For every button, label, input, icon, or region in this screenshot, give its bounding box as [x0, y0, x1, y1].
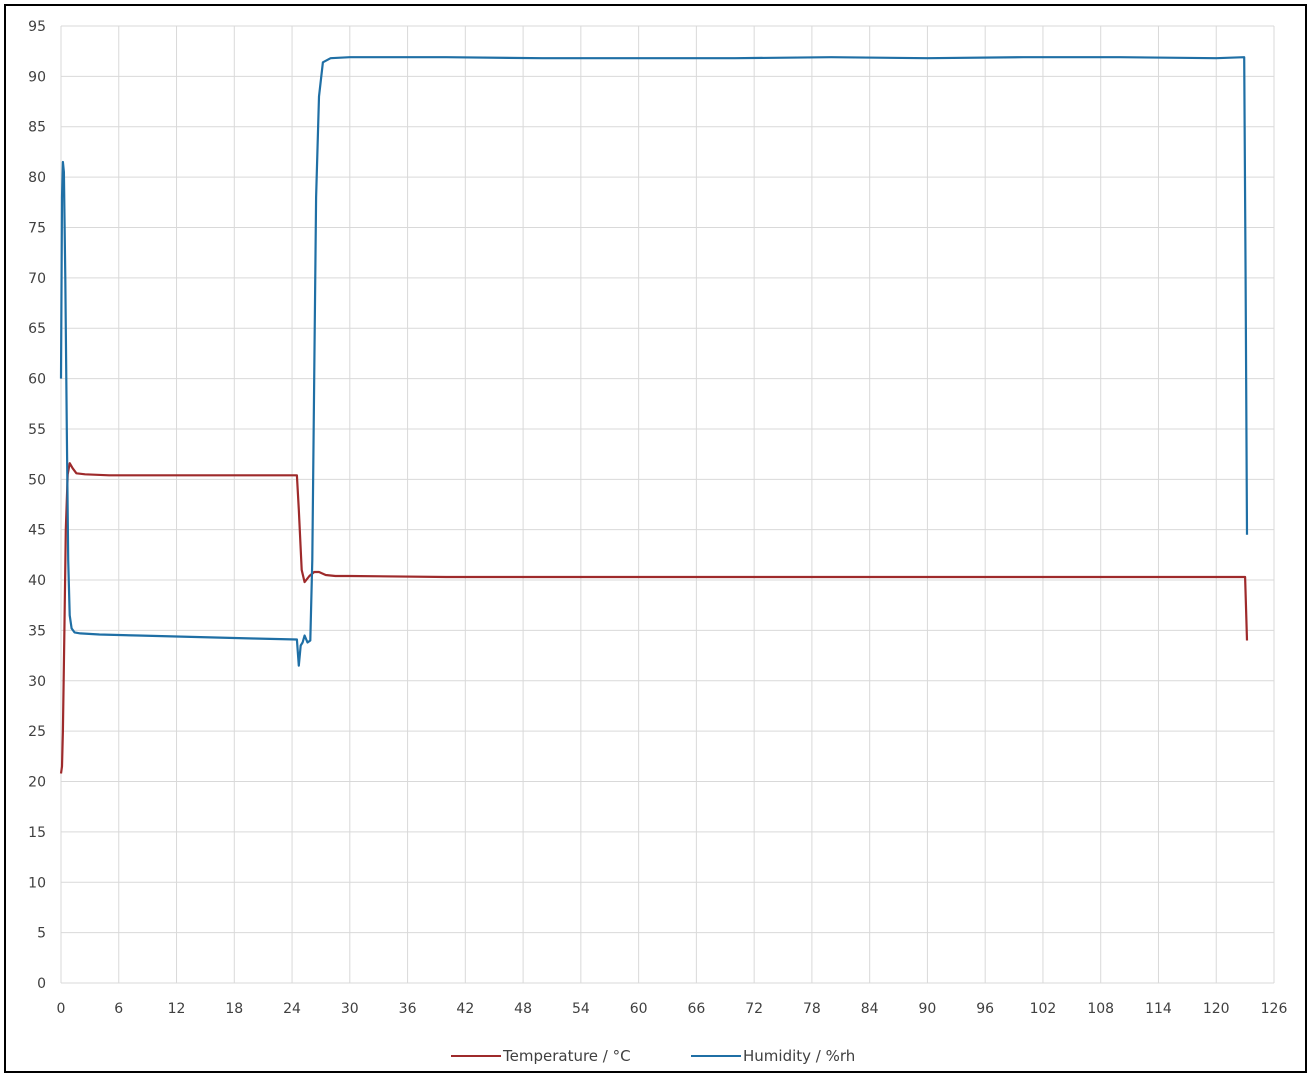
- y-tick-label: 95: [28, 19, 46, 35]
- x-tick-label: 36: [399, 1001, 417, 1017]
- x-tick-label: 120: [1203, 1001, 1230, 1017]
- y-tick-label: 20: [28, 775, 46, 791]
- x-tick-label: 48: [514, 1001, 532, 1017]
- x-tick-label: 24: [283, 1001, 301, 1017]
- x-tick-label: 96: [976, 1001, 994, 1017]
- x-tick-label: 126: [1261, 1001, 1288, 1017]
- x-tick-label: 72: [745, 1001, 763, 1017]
- y-tick-label: 55: [28, 422, 46, 438]
- chart-frame: 0 5 10 15 20 25 30 35 40 45 50 55 60 65 70 75 80 85 90 95 0…: [4, 4, 1307, 1073]
- x-tick-label: 54: [572, 1001, 590, 1017]
- y-tick-label: 40: [28, 573, 46, 589]
- x-tick-label: 12: [168, 1001, 186, 1017]
- y-tick-label: 80: [28, 170, 46, 186]
- y-tick-label: 75: [28, 220, 46, 236]
- y-tick-label: 50: [28, 472, 46, 488]
- x-tick-label: 66: [687, 1001, 705, 1017]
- series-line-temperature: [59, 462, 1249, 774]
- x-tick-label: 0: [57, 1001, 66, 1017]
- x-tick-label: 102: [1030, 1001, 1057, 1017]
- y-tick-label: 60: [28, 372, 46, 388]
- x-tick-label: 114: [1145, 1001, 1172, 1017]
- series-line-humidity: [59, 56, 1249, 667]
- y-tick-label: 15: [28, 825, 46, 841]
- y-tick-label: 30: [28, 674, 46, 690]
- y-tick-label: 25: [28, 724, 46, 740]
- x-axis-tick-labels: 0 6 12 18 24 30 36 42 48 54 60 66 72 78 84 90 96 102 108 11…: [57, 1001, 1288, 1017]
- y-tick-label: 5: [37, 926, 46, 942]
- y-tick-label: 65: [28, 321, 46, 337]
- y-tick-label: 85: [28, 120, 46, 136]
- legend-label-temperature: Temperature / °C: [502, 1047, 631, 1065]
- x-tick-label: 78: [803, 1001, 821, 1017]
- grid-lines: [60, 25, 1275, 984]
- x-tick-label: 84: [861, 1001, 879, 1017]
- y-tick-label: 45: [28, 523, 46, 539]
- x-tick-label: 42: [456, 1001, 474, 1017]
- legend: Temperature / °C Humidity / %rh: [451, 1047, 855, 1065]
- y-tick-label: 10: [28, 875, 46, 891]
- x-tick-label: 30: [341, 1001, 359, 1017]
- legend-label-humidity: Humidity / %rh: [743, 1047, 855, 1065]
- y-tick-label: 0: [37, 976, 46, 992]
- y-tick-label: 90: [28, 69, 46, 85]
- x-tick-label: 18: [225, 1001, 243, 1017]
- x-tick-label: 108: [1087, 1001, 1114, 1017]
- x-tick-label: 60: [630, 1001, 648, 1017]
- x-tick-label: 90: [919, 1001, 937, 1017]
- series-lines: [59, 56, 1249, 774]
- x-tick-label: 6: [114, 1001, 123, 1017]
- y-tick-label: 35: [28, 623, 46, 639]
- y-axis-tick-labels: 0 5 10 15 20 25 30 35 40 45 50 55 60 65 70 75 80 85 90 95: [28, 19, 46, 992]
- y-tick-label: 70: [28, 271, 46, 287]
